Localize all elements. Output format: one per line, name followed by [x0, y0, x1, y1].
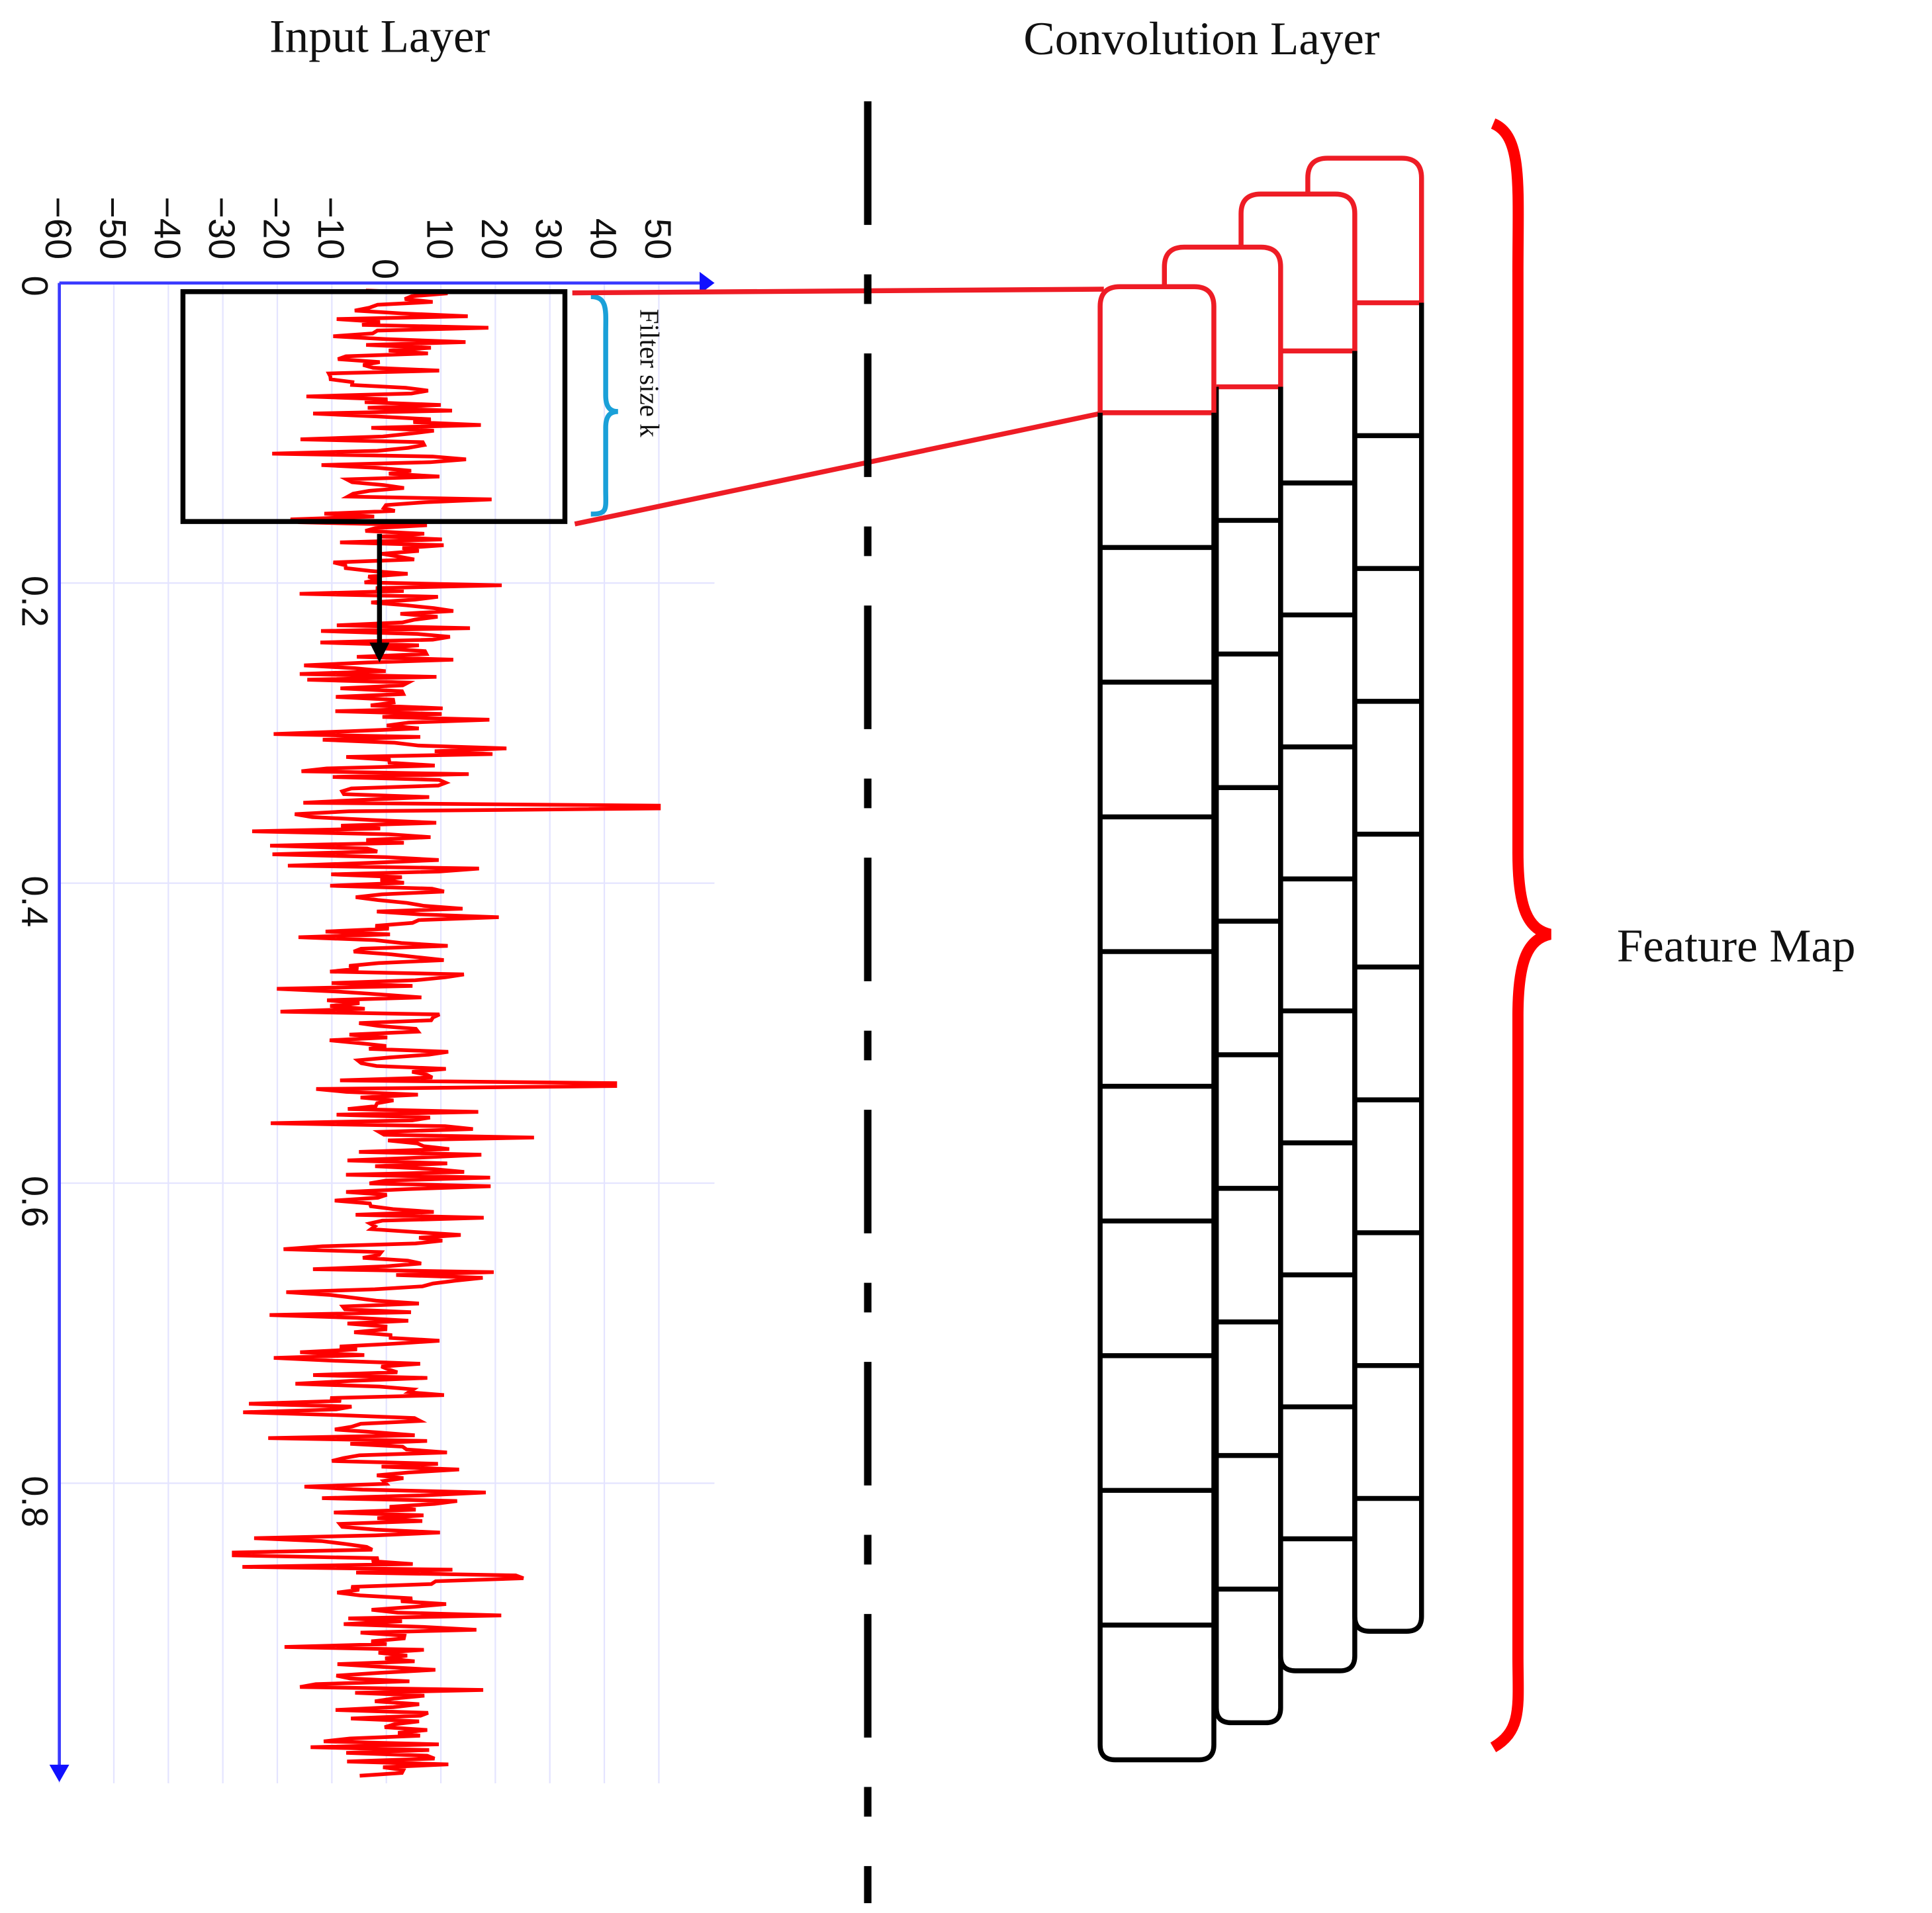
- svg-text:0: 0: [15, 275, 56, 296]
- filter-1-feature-column: [1097, 412, 1217, 1763]
- y-axis-tick-labels: 0 0.2 0.4 0.6 0.8: [15, 275, 56, 1527]
- stride-arrow-icon: [369, 643, 390, 663]
- svg-text:−20: −20: [255, 197, 297, 259]
- projection-line-top: [572, 287, 1104, 296]
- svg-text:20: 20: [474, 218, 516, 259]
- x-axis-arrow-icon: [700, 271, 715, 294]
- svg-text:0.4: 0.4: [15, 875, 56, 927]
- svg-text:0.2: 0.2: [15, 576, 56, 627]
- svg-text:0.6: 0.6: [15, 1176, 56, 1227]
- filter-1-kernel: [1097, 284, 1217, 416]
- feature-maps: [1097, 156, 1424, 1763]
- filter-2-feature-column: [1213, 386, 1283, 1726]
- svg-text:−30: −30: [201, 197, 243, 259]
- plot-axes: [49, 271, 715, 1783]
- projection-line-bottom: [574, 410, 1105, 527]
- svg-text:−40: −40: [147, 197, 189, 259]
- svg-text:−10: −10: [310, 197, 352, 259]
- filter-size-brace-icon: [590, 294, 619, 517]
- svg-text:0: 0: [365, 259, 406, 279]
- svg-text:40: 40: [583, 218, 625, 259]
- filter-window: [180, 289, 568, 524]
- svg-text:50: 50: [637, 218, 679, 259]
- svg-text:10: 10: [420, 218, 461, 259]
- input-layer-title: Input Layer: [269, 11, 490, 64]
- svg-text:−60: −60: [38, 197, 79, 259]
- x-axis-tick-labels: −60 −50 −40 −30 −20 −10 0 10 20 30 40 50: [38, 197, 679, 279]
- svg-text:0.8: 0.8: [15, 1476, 56, 1527]
- filter-size-label: Filter size k: [634, 309, 665, 437]
- svg-text:−50: −50: [92, 197, 134, 259]
- convolution-layer-title: Convolution Layer: [1023, 13, 1380, 66]
- feature-map-label: Feature Map: [1616, 920, 1856, 973]
- feature-map-brace-icon: [1490, 118, 1552, 1753]
- y-axis-arrow-icon: [49, 1764, 69, 1783]
- input-signal-trace: [232, 289, 661, 1778]
- svg-text:30: 30: [528, 218, 570, 259]
